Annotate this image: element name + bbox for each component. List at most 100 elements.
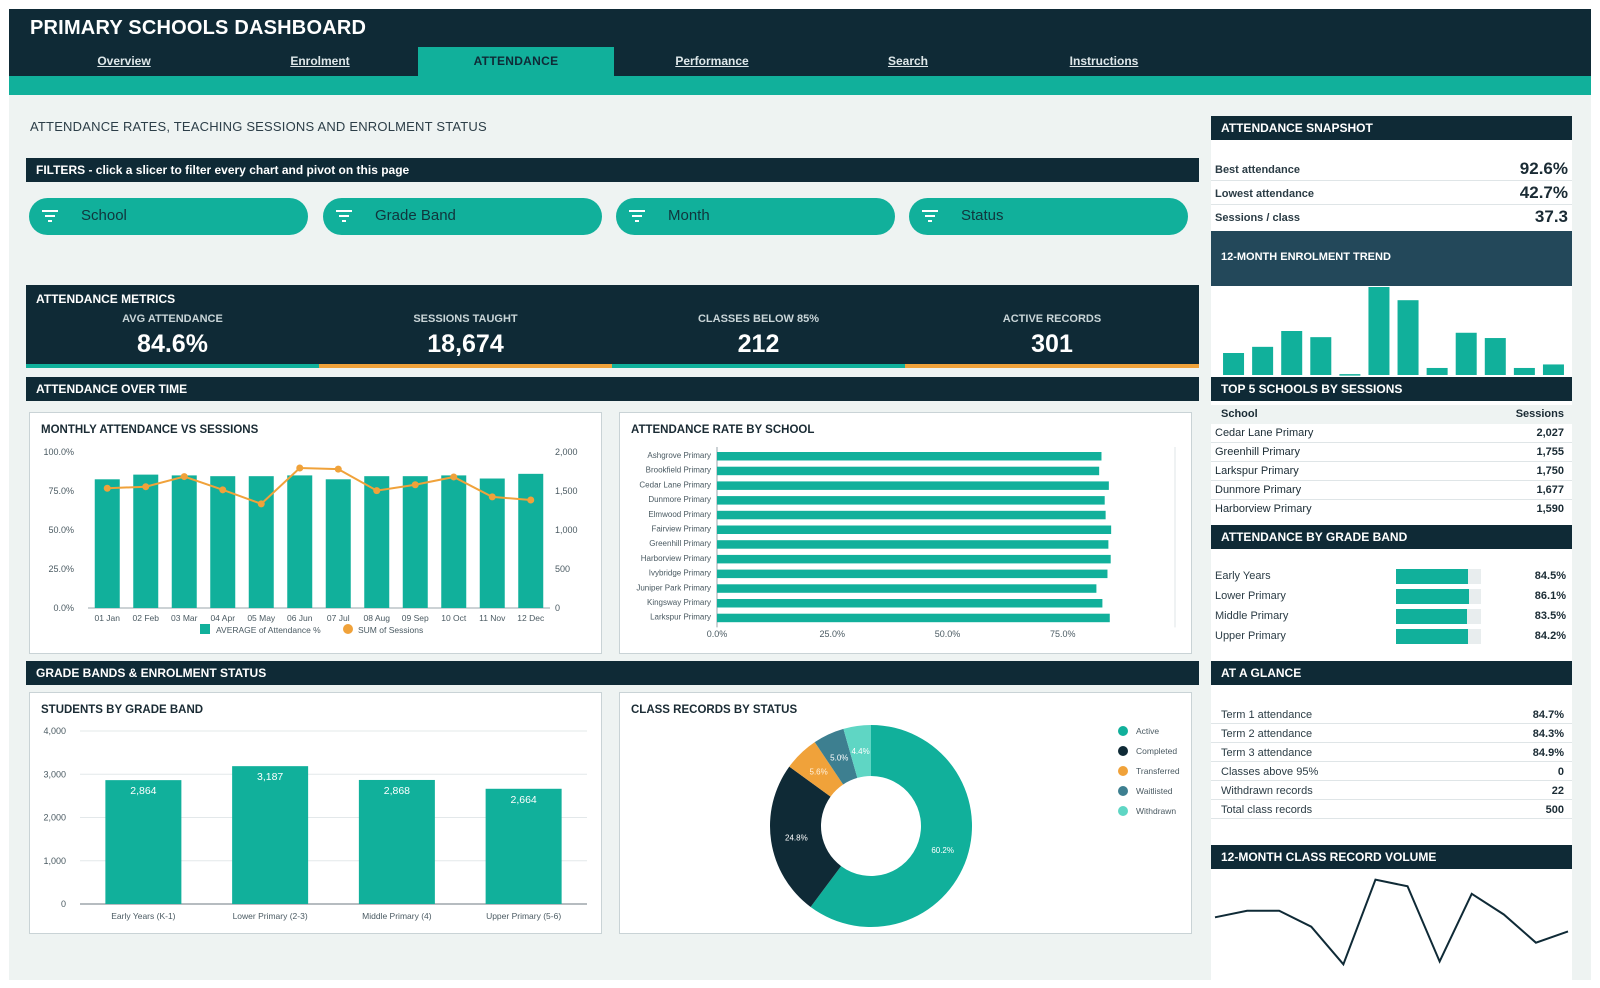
x-axis-tick-label: 03 Mar	[171, 613, 198, 623]
slicer-grade-band[interactable]: Grade Band	[323, 198, 602, 235]
slice-data-label: 24.8%	[785, 833, 808, 842]
column-header-sessions: Sessions	[1515, 408, 1564, 420]
x-axis-tick-label: 50.0%	[935, 629, 961, 639]
kpi-label: AVG ATTENDANCE	[122, 313, 223, 325]
grade-attendance-row: Lower Primary 86.1%	[1211, 587, 1572, 607]
students-by-grade-chart: 4,000 3,000 2,000 1,000 0 2,864 Early Years (K…	[43, 726, 587, 921]
section-header-over-time: ATTENDANCE OVER TIME	[26, 377, 1199, 401]
grade-attendance-track	[1396, 589, 1481, 604]
grade-label: Early Years	[1215, 570, 1271, 582]
glance-label: Term 1 attendance	[1221, 709, 1313, 721]
tab-bar	[9, 47, 1591, 76]
y-axis-tick-label: 1,000	[43, 856, 66, 866]
school-attendance-bar	[717, 466, 1100, 476]
sessions-point	[334, 465, 342, 473]
chart-title: 12-MONTH ENROLMENT TREND	[1221, 251, 1391, 263]
kpi-accent-line	[905, 364, 1199, 368]
sessions-cell: 1,677	[1536, 484, 1564, 496]
y-axis-tick-label: 4,000	[43, 726, 66, 736]
table-row[interactable]: Harborview Primary 1,590	[1211, 500, 1572, 519]
x-axis-tick-label: 04 Apr	[210, 613, 235, 623]
trend-bar	[1397, 300, 1419, 375]
slicer-label: Grade Band	[375, 207, 456, 224]
kpi-value: 212	[737, 330, 780, 358]
kpi-avg-attendance: AVG ATTENDANCE 84.6%	[26, 285, 319, 368]
bar-data-label: 3,187	[257, 771, 283, 783]
school-chart-card: ATTENDANCE RATE BY SCHOOL Ashgrove Prima…	[619, 412, 1192, 654]
sessions-point	[450, 473, 458, 481]
y-axis-tick-label: Greenhill Primary	[649, 539, 711, 548]
table-row[interactable]: Greenhill Primary 1,755	[1211, 443, 1572, 462]
tab-search[interactable]: Search	[887, 54, 929, 68]
trend-bar	[1426, 367, 1448, 375]
tab-enrolment[interactable]: Enrolment	[290, 54, 350, 68]
slicer-label: School	[81, 207, 127, 224]
table-row[interactable]: Larkspur Primary 1,750	[1211, 462, 1572, 481]
filters-header: FILTERS - click a slicer to filter every…	[26, 158, 1199, 182]
school-attendance-bar	[717, 569, 1108, 579]
school-attendance-bar	[717, 613, 1110, 623]
glance-header: AT A GLANCE	[1211, 661, 1572, 685]
table-row[interactable]: Dunmore Primary 1,677	[1211, 481, 1572, 500]
glance-row: Term 3 attendance 84.9%	[1211, 743, 1572, 762]
grade-band-chart-card: STUDENTS BY GRADE BAND 4,000 3,000 2,000 1,…	[29, 692, 602, 934]
glance-panel: Term 1 attendance 84.7% Term 2 attendance…	[1211, 685, 1572, 845]
tab-instructions[interactable]: Instructions	[1069, 54, 1139, 68]
school-cell: Harborview Primary	[1215, 503, 1312, 515]
grade-attendance-bar	[1396, 609, 1467, 624]
grade-label: Middle Primary	[1215, 610, 1289, 622]
glance-row: Total class records 500	[1211, 800, 1572, 819]
bar-data-label: 2,664	[510, 794, 536, 806]
school-attendance-bar	[717, 510, 1106, 520]
attendance-bar	[518, 473, 544, 608]
y-axis-tick-label: 50.0%	[48, 525, 74, 535]
legend-label: Transferred	[1136, 766, 1180, 776]
x-axis-tick-label: 01 Jan	[94, 613, 120, 623]
slice-data-label: 4.4%	[851, 747, 869, 756]
bar-data-label: 2,868	[384, 785, 410, 797]
tab-performance[interactable]: Performance	[675, 54, 749, 68]
attendance-metrics-panel: ATTENDANCE METRICS AVG ATTENDANCE 84.6% …	[26, 285, 1199, 368]
y-axis-tick-label: Ivybridge Primary	[649, 569, 711, 578]
sessions-point	[488, 493, 496, 501]
legend-swatch-attendance	[200, 624, 210, 634]
tab-attendance[interactable]: ATTENDANCE	[418, 47, 614, 76]
glance-row: Withdrawn records 22	[1211, 781, 1572, 800]
slicer-status[interactable]: Status	[909, 198, 1188, 235]
status-slice	[810, 725, 972, 927]
kpi-accent-line	[319, 364, 612, 368]
status-slice	[843, 725, 871, 778]
legend-label: Waitlisted	[1136, 786, 1173, 796]
legend-label: Withdrawn	[1136, 806, 1176, 816]
sessions-cell: 1,755	[1536, 446, 1564, 458]
tab-overview[interactable]: Overview	[97, 54, 151, 68]
table-header-row: School Sessions	[1211, 405, 1572, 424]
glance-value: 84.3%	[1532, 728, 1564, 740]
slicer-month[interactable]: Month	[616, 198, 895, 235]
school-attendance-bar	[717, 452, 1102, 461]
slicer-school[interactable]: School	[29, 198, 308, 235]
grade-band-bar	[232, 766, 309, 904]
sessions-point	[103, 484, 111, 492]
y2-axis-tick-label: 2,000	[555, 447, 578, 457]
trend-bar	[1281, 331, 1303, 375]
glance-row: Term 2 attendance 84.3%	[1211, 724, 1572, 743]
top5-table: School Sessions Cedar Lane Primary 2,027…	[1211, 401, 1572, 525]
x-axis-tick-label: 11 Nov	[479, 613, 506, 623]
kpi-accent-line	[26, 364, 319, 368]
snapshot-label: Sessions / class	[1215, 212, 1300, 224]
kpi-sessions-taught: SESSIONS TAUGHT 18,674	[319, 285, 612, 368]
kpi-active-records: ACTIVE RECORDS 301	[905, 285, 1199, 368]
trend-bar	[1252, 346, 1274, 375]
y-axis-tick-label: 25.0%	[48, 564, 74, 574]
slice-data-label: 60.2%	[931, 846, 954, 855]
slice-data-label: 5.6%	[810, 768, 828, 777]
y-axis-tick-label: Cedar Lane Primary	[639, 480, 711, 489]
status-slice	[814, 728, 858, 785]
snapshot-value: 37.3	[1534, 207, 1568, 226]
table-row[interactable]: Cedar Lane Primary 2,027	[1211, 424, 1572, 443]
trend-bar	[1542, 364, 1564, 375]
sessions-point	[296, 464, 304, 472]
sessions-point	[527, 496, 535, 504]
school-cell: Larkspur Primary	[1215, 465, 1299, 477]
